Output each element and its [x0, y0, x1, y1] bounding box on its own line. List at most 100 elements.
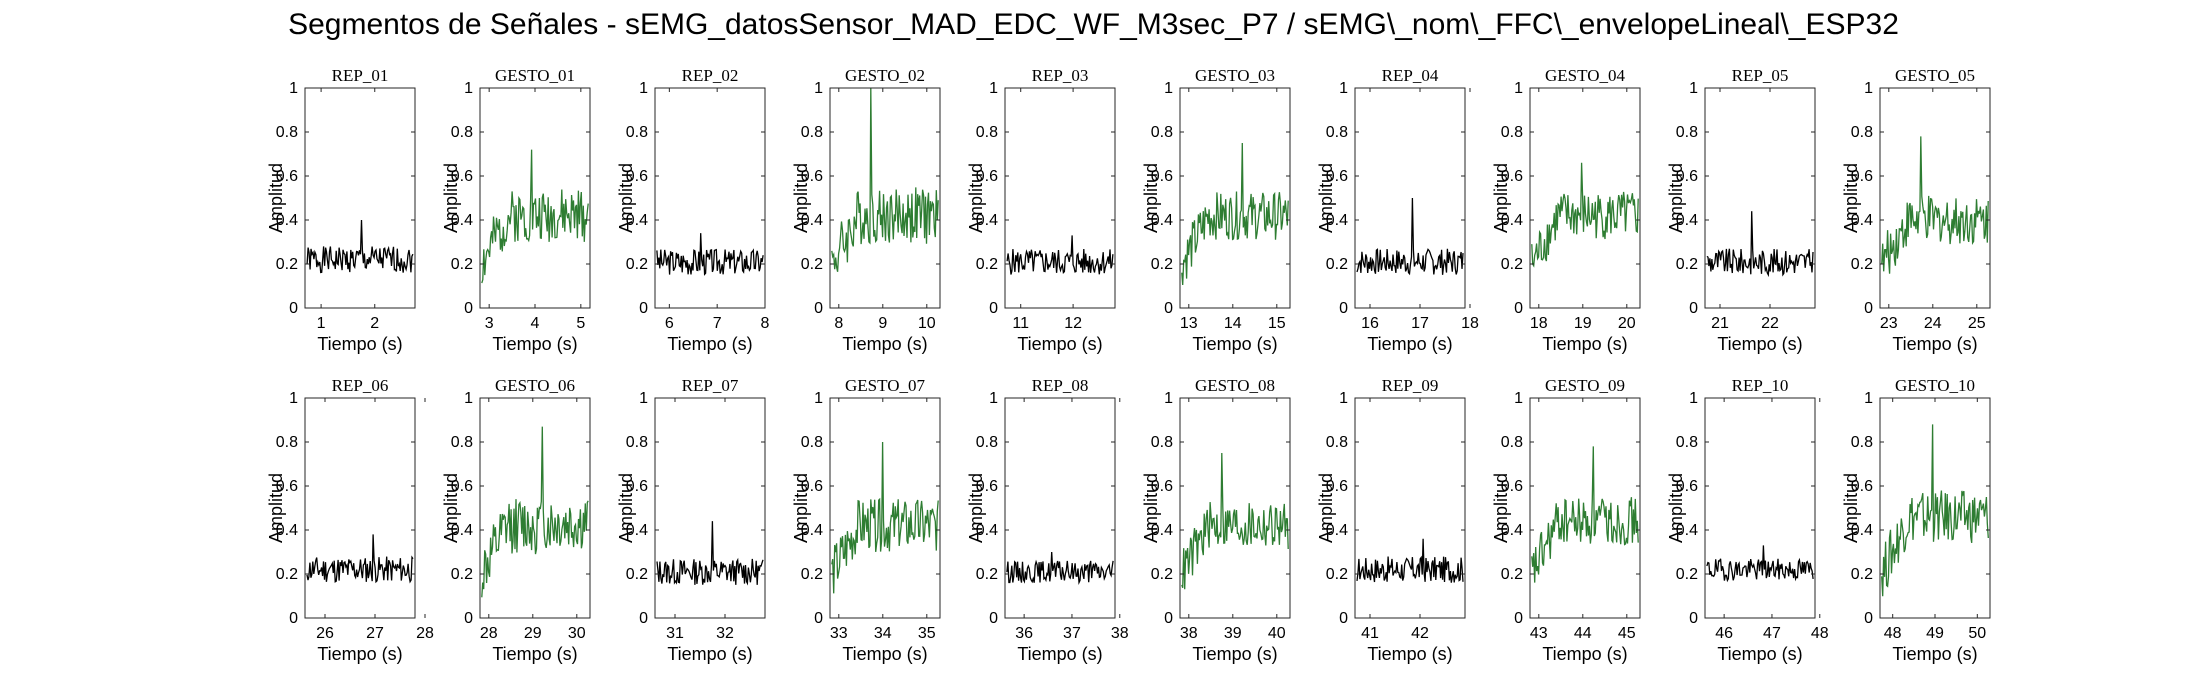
y-axis-label: Amplitud [441, 163, 461, 233]
y-tick-label: 0.2 [276, 256, 298, 273]
y-axis-label: Amplitud [1316, 163, 1336, 233]
y-tick-label: 0 [989, 300, 998, 317]
y-tick-label: 1 [289, 80, 298, 97]
subplot-gesto_05: 0 0.2 0.4 0.6 0.8 1 23 24 25 GESTO_05 Tiempo (s) Am… [1841, 66, 1991, 354]
x-tick-label: 13 [1180, 315, 1198, 332]
signal-line-gesto_05 [1881, 136, 1989, 274]
signal-line-gesto_10 [1881, 424, 1989, 597]
y-tick-label: 0.2 [1151, 256, 1173, 273]
y-tick-label: 0.4 [801, 522, 823, 539]
y-tick-label: 0.6 [1851, 168, 1873, 185]
y-tick-label: 0 [814, 610, 823, 627]
subplot-rep_01: 0 0.2 0.4 0.6 0.8 1 1 2 REP_01 Tiempo (s) Amplitud [266, 66, 416, 354]
subplot-gesto_08: 0 0.2 0.4 0.6 0.8 1 38 39 40 GESTO_08 Tiempo (s) Am… [1141, 376, 1291, 664]
y-tick-label: 0.8 [976, 124, 998, 141]
x-tick-label: 27 [366, 625, 384, 642]
x-tick-label: 9 [878, 315, 887, 332]
x-tick-label: 16 [1361, 315, 1379, 332]
x-axis-label: Tiempo (s) [492, 644, 577, 664]
x-tick-label: 30 [568, 625, 586, 642]
figure-title: Segmentos de Señales - sEMG_datosSensor_… [288, 8, 1899, 41]
y-tick-label: 0 [814, 300, 823, 317]
x-tick-label: 18 [1461, 315, 1479, 332]
axes-box [479, 397, 591, 619]
y-tick-label: 0.2 [1501, 566, 1523, 583]
x-tick-label: 5 [576, 315, 585, 332]
y-tick-label: 0.8 [801, 124, 823, 141]
x-tick-label: 48 [1811, 625, 1829, 642]
x-tick-label: 37 [1063, 625, 1081, 642]
x-tick-label: 40 [1268, 625, 1286, 642]
y-tick-label: 0 [464, 300, 473, 317]
x-tick-label: 38 [1111, 625, 1129, 642]
subplot-gesto_09: 0 0.2 0.4 0.6 0.8 1 43 44 45 GESTO_09 Tiempo (s) Am… [1491, 376, 1641, 664]
signal-line-gesto_09 [1531, 446, 1639, 583]
y-tick-label: 0.6 [976, 478, 998, 495]
x-axis-label: Tiempo (s) [317, 334, 402, 354]
y-tick-label: 0.4 [1501, 212, 1523, 229]
signal-line-gesto_04 [1531, 162, 1639, 268]
subplot-title: REP_06 [332, 376, 389, 395]
y-tick-label: 0.6 [451, 168, 473, 185]
y-tick-label: 0.6 [276, 168, 298, 185]
y-tick-label: 0.8 [1851, 434, 1873, 451]
x-tick-label: 39 [1224, 625, 1242, 642]
y-tick-label: 0.2 [1501, 256, 1523, 273]
y-tick-label: 0.4 [976, 212, 998, 229]
y-tick-label: 0.2 [1676, 256, 1698, 273]
subplot-title: GESTO_01 [495, 66, 575, 85]
y-tick-label: 0 [639, 300, 648, 317]
x-axis-label: Tiempo (s) [1017, 334, 1102, 354]
y-tick-label: 0.2 [1676, 566, 1698, 583]
y-tick-label: 0.4 [451, 212, 473, 229]
y-tick-label: 0.6 [626, 168, 648, 185]
x-tick-label: 22 [1761, 315, 1779, 332]
y-axis-label: Amplitud [1666, 163, 1686, 233]
axes-box [1004, 87, 1116, 309]
subplot-rep_02: 0 0.2 0.4 0.6 0.8 1 6 7 8 REP_02 Tiempo (s) Amplitu… [616, 66, 770, 354]
y-tick-label: 1 [1864, 80, 1873, 97]
x-tick-label: 8 [834, 315, 843, 332]
x-tick-label: 32 [716, 625, 734, 642]
axes-box [1004, 397, 1116, 619]
signal-line-gesto_07 [831, 441, 939, 594]
signal-line-rep_07 [656, 521, 764, 586]
y-tick-label: 0.2 [1151, 566, 1173, 583]
axes-box [1179, 87, 1291, 309]
y-tick-label: 1 [1864, 390, 1873, 407]
axes-box [1529, 397, 1641, 619]
x-tick-label: 25 [1968, 315, 1986, 332]
y-tick-label: 1 [289, 390, 298, 407]
y-tick-label: 1 [814, 390, 823, 407]
x-tick-label: 50 [1968, 625, 1986, 642]
subplot-title: GESTO_07 [845, 376, 925, 395]
y-tick-label: 0.8 [801, 434, 823, 451]
x-tick-label: 34 [874, 625, 892, 642]
subplot-title: GESTO_08 [1195, 376, 1275, 395]
x-tick-label: 24 [1924, 315, 1942, 332]
signal-line-rep_08 [1006, 551, 1114, 586]
x-tick-label: 6 [665, 315, 674, 332]
axes-box [1704, 397, 1816, 619]
y-tick-label: 0.6 [451, 478, 473, 495]
y-tick-label: 0.6 [1676, 168, 1698, 185]
y-tick-label: 0.6 [626, 478, 648, 495]
y-tick-label: 0 [464, 610, 473, 627]
y-tick-label: 0.8 [1326, 124, 1348, 141]
y-tick-label: 0.2 [976, 566, 998, 583]
y-tick-label: 0.2 [276, 566, 298, 583]
x-tick-label: 38 [1180, 625, 1198, 642]
x-tick-label: 36 [1015, 625, 1033, 642]
subplot-rep_06: 0 0.2 0.4 0.6 0.8 1 26 27 28 REP_06 Tiempo (s) Ampl… [266, 376, 434, 664]
x-tick-label: 4 [531, 315, 540, 332]
x-axis-label: Tiempo (s) [1717, 334, 1802, 354]
y-tick-label: 1 [1514, 390, 1523, 407]
subplot-rep_08: 0 0.2 0.4 0.6 0.8 1 36 37 38 REP_08 Tiempo (s) Ampl… [966, 376, 1129, 664]
signal-line-gesto_01 [481, 149, 589, 284]
y-tick-label: 0.4 [801, 212, 823, 229]
x-tick-label: 19 [1574, 315, 1592, 332]
x-tick-label: 28 [416, 625, 434, 642]
axes-box [1704, 87, 1816, 309]
y-axis-label: Amplitud [966, 163, 986, 233]
